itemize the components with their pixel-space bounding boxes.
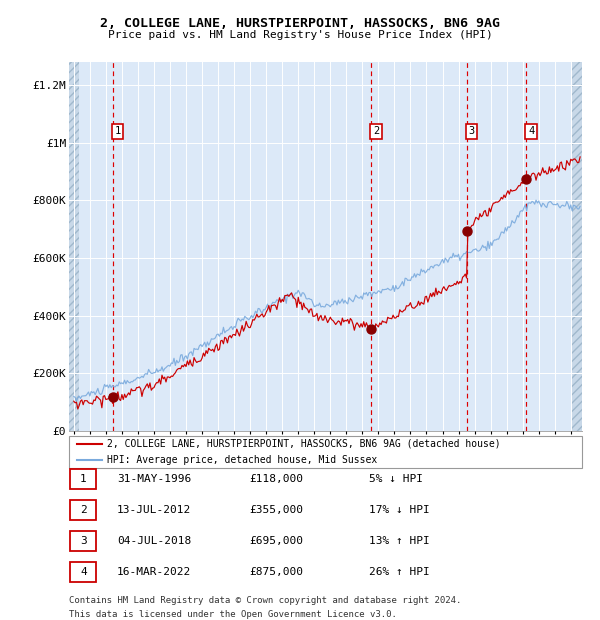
Text: 17% ↓ HPI: 17% ↓ HPI (369, 505, 430, 515)
Text: 4: 4 (528, 126, 534, 136)
FancyBboxPatch shape (70, 469, 97, 489)
Text: 2: 2 (373, 126, 379, 136)
Text: 16-MAR-2022: 16-MAR-2022 (117, 567, 191, 577)
Text: 3: 3 (80, 536, 87, 546)
Text: 2, COLLEGE LANE, HURSTPIERPOINT, HASSOCKS, BN6 9AG (detached house): 2, COLLEGE LANE, HURSTPIERPOINT, HASSOCK… (107, 439, 501, 449)
FancyBboxPatch shape (70, 500, 97, 520)
Bar (571, 62, 582, 431)
Text: £118,000: £118,000 (249, 474, 303, 484)
Text: HPI: Average price, detached house, Mid Sussex: HPI: Average price, detached house, Mid … (107, 455, 378, 465)
Text: £355,000: £355,000 (249, 505, 303, 515)
Text: 3: 3 (469, 126, 475, 136)
FancyBboxPatch shape (70, 562, 97, 582)
Text: £695,000: £695,000 (249, 536, 303, 546)
Text: Contains HM Land Registry data © Crown copyright and database right 2024.: Contains HM Land Registry data © Crown c… (69, 596, 461, 606)
FancyBboxPatch shape (69, 436, 582, 468)
FancyBboxPatch shape (70, 531, 97, 551)
Text: 4: 4 (80, 567, 87, 577)
Text: Price paid vs. HM Land Registry's House Price Index (HPI): Price paid vs. HM Land Registry's House … (107, 30, 493, 40)
Bar (69, 62, 79, 431)
Text: 13% ↑ HPI: 13% ↑ HPI (369, 536, 430, 546)
Text: 1: 1 (115, 126, 121, 136)
Text: This data is licensed under the Open Government Licence v3.0.: This data is licensed under the Open Gov… (69, 610, 397, 619)
Text: 1: 1 (80, 474, 87, 484)
Text: 2, COLLEGE LANE, HURSTPIERPOINT, HASSOCKS, BN6 9AG: 2, COLLEGE LANE, HURSTPIERPOINT, HASSOCK… (100, 17, 500, 30)
Text: 31-MAY-1996: 31-MAY-1996 (117, 474, 191, 484)
Text: £875,000: £875,000 (249, 567, 303, 577)
Text: 04-JUL-2018: 04-JUL-2018 (117, 536, 191, 546)
Text: 13-JUL-2012: 13-JUL-2012 (117, 505, 191, 515)
Text: 2: 2 (80, 505, 87, 515)
Text: 26% ↑ HPI: 26% ↑ HPI (369, 567, 430, 577)
Text: 5% ↓ HPI: 5% ↓ HPI (369, 474, 423, 484)
